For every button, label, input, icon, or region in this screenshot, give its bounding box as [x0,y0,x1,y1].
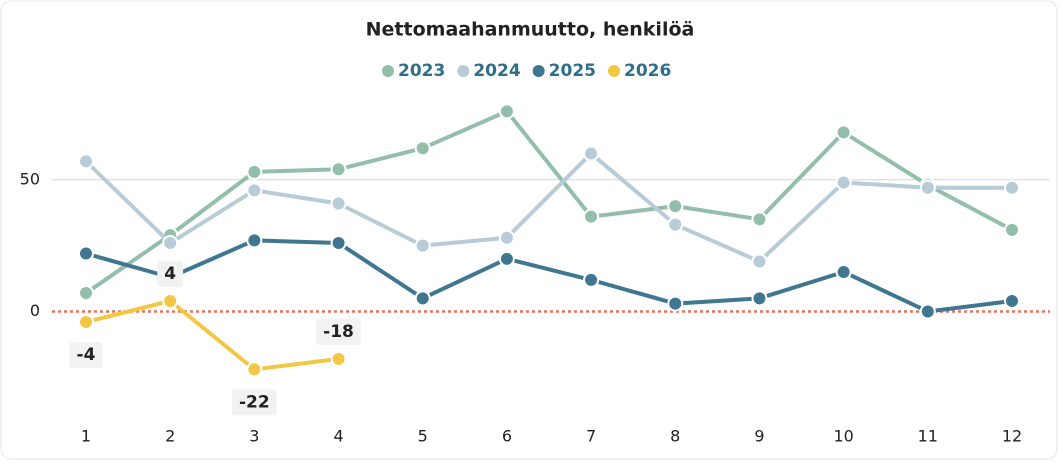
x-tick-label: 10 [833,427,853,446]
legend-marker [532,65,545,77]
data-point [78,153,94,170]
data-point [498,250,515,267]
data-point [583,145,600,162]
x-tick-label: 9 [754,427,764,446]
legend-marker [382,65,394,77]
legend-label: 2025 [549,61,596,81]
data-point [330,350,347,367]
data-point [835,124,852,141]
y-tick-label: 0 [30,301,40,320]
series-line [85,298,339,372]
x-tick-label: 3 [249,427,259,446]
data-label-bg [157,260,184,287]
x-tick-label: 2 [165,427,175,446]
data-point [498,103,515,120]
data-point [330,235,347,252]
data-point [330,161,347,178]
data-point [583,271,600,288]
data-point [414,290,431,307]
series-line [84,109,1013,295]
data-point [246,163,263,180]
data-label: -18 [323,322,354,342]
x-tick-label: 4 [333,427,343,446]
data-point [246,361,263,378]
data-point [583,208,600,225]
data-point [78,285,94,302]
legend-label: 2023 [398,61,445,81]
data-point [919,179,936,196]
x-tick-label: 8 [670,427,680,446]
x-tick-label: 6 [502,427,512,446]
data-point [414,140,431,157]
legend-marker [457,65,470,77]
legend-marker [607,65,620,77]
chart-title: Nettomaahanmuutto, henkilöä [366,19,695,41]
series-line [85,238,1013,314]
data-label-bg [232,389,277,416]
data-point [835,174,852,191]
data-label-bg [316,318,361,345]
data-point [246,182,263,199]
data-point [1004,179,1020,196]
data-point [414,237,431,254]
data-point [667,198,684,215]
data-point [1004,292,1020,309]
x-tick-label: 5 [418,427,428,446]
data-point [751,253,768,270]
data-point [162,292,179,309]
data-point [919,303,936,320]
data-point [667,216,684,233]
x-tick-label: 12 [1002,427,1022,446]
x-tick-label: 11 [918,427,938,446]
legend: 2023 2024 2025 2026 [382,61,671,81]
data-label: 4 [164,264,176,284]
x-tick-label: 1 [81,427,91,446]
data-point [667,295,684,312]
data-label: -22 [239,392,270,412]
y-tick-label: 50 [20,169,40,188]
series-line [84,151,1012,264]
data-point [1004,221,1020,238]
data-point [330,195,347,212]
legend-label: 2024 [473,61,520,81]
data-point [78,245,94,262]
data-point [751,290,768,307]
legend-label: 2026 [624,61,671,81]
data-label: -4 [77,345,96,365]
data-point [498,229,515,246]
data-point [751,211,768,228]
data-point [835,263,852,280]
data-point [78,314,94,331]
data-point [246,232,263,249]
data-point [162,235,179,252]
x-tick-label: 7 [586,427,596,446]
data-label-bg [69,342,103,369]
